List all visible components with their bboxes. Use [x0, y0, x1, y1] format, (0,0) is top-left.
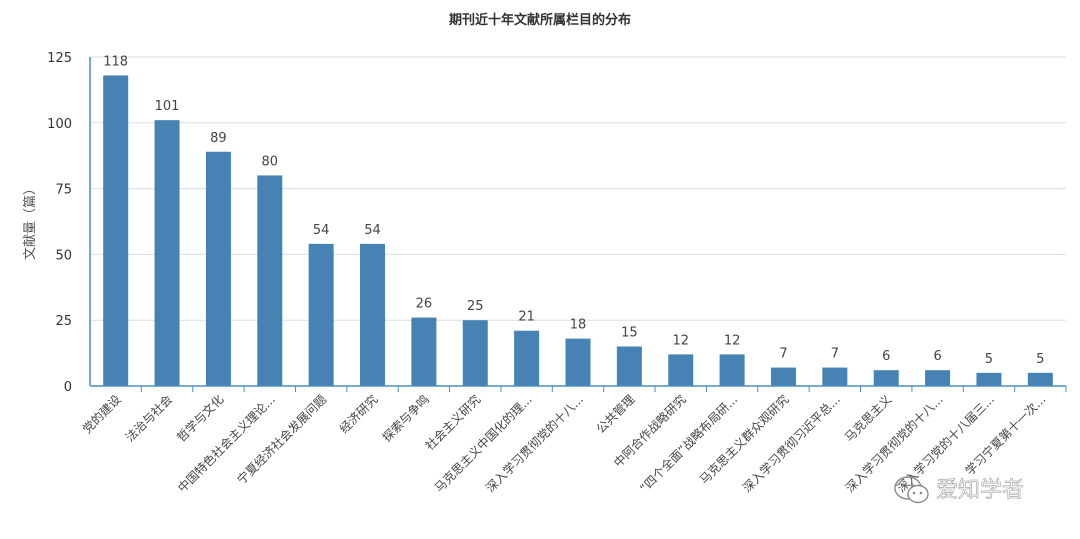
x-tick-label: 探索与争鸣	[379, 392, 432, 445]
y-axis-ticks: 0 25 50 75 100 125	[47, 51, 72, 395]
bar	[411, 317, 437, 386]
data-label: 12	[724, 333, 741, 348]
data-label: 25	[467, 299, 484, 314]
data-label: 118	[103, 54, 128, 69]
wechat-icon	[894, 476, 929, 504]
data-label: 7	[779, 347, 787, 362]
x-tick-label: 马克思主义中国化的理...	[431, 392, 535, 496]
bar	[360, 243, 386, 386]
x-tick-label: 经济研究	[336, 392, 381, 437]
x-tick-label: “四个全面”战略布局研...	[636, 392, 740, 496]
data-label: 6	[933, 349, 941, 364]
data-label: 7	[831, 347, 839, 362]
data-label: 15	[621, 326, 638, 341]
y-tick-label: 100	[47, 117, 72, 132]
data-label: 5	[985, 352, 993, 367]
bar	[462, 320, 488, 386]
bar	[514, 330, 540, 386]
bar	[719, 354, 745, 386]
data-label: 26	[416, 297, 433, 312]
y-tick-label: 125	[47, 51, 72, 66]
bar	[154, 120, 180, 386]
y-tick-label: 0	[64, 380, 72, 395]
data-label: 21	[518, 310, 535, 325]
x-tick-label: 宁夏经济社会发展问题	[234, 392, 329, 487]
y-axis-label: 文献量（篇）	[23, 182, 38, 260]
chart-title: 期刊近十年文献所属栏目的分布	[449, 12, 631, 28]
bar	[925, 370, 951, 386]
bar	[103, 75, 129, 386]
bar	[873, 370, 899, 386]
data-label: 54	[364, 223, 381, 238]
x-tick-label: 马克思主义	[842, 392, 894, 444]
bar	[770, 367, 796, 386]
bar	[257, 175, 283, 386]
bar	[308, 243, 334, 386]
data-label: 89	[210, 131, 227, 146]
y-tick-label: 75	[55, 183, 72, 198]
bars	[103, 75, 1053, 386]
data-label: 5	[1036, 352, 1044, 367]
x-tick-label: 深入学习贯彻党的十八...	[483, 392, 587, 496]
data-labels: 118 101 89 80 54 54 26 25 21 18 15 12 12 7 7 6 6 5 5	[103, 54, 1044, 366]
x-tick-label: 党的建设	[79, 392, 124, 437]
bar	[822, 367, 848, 386]
x-tick-label: 哲学与文化	[173, 392, 226, 445]
data-label: 18	[570, 318, 587, 333]
bar	[205, 151, 231, 386]
grid-lines	[90, 56, 1066, 321]
bar	[565, 338, 591, 386]
watermark: 爱知学者	[894, 476, 1024, 504]
x-tick-label: 中国特色社会主义理论...	[174, 392, 278, 496]
data-label: 101	[155, 99, 180, 114]
y-tick-label: 50	[55, 248, 72, 263]
bar	[1027, 372, 1053, 386]
data-label: 12	[672, 333, 689, 348]
x-tick-label: 马克思主义群众观研究	[696, 392, 791, 487]
bar	[668, 354, 694, 386]
x-tick-label: 公共管理	[593, 392, 638, 437]
x-tick-label: 深入学习贯彻习近平总...	[739, 392, 843, 496]
data-label: 80	[262, 154, 279, 169]
y-tick-label: 25	[55, 314, 72, 329]
bar	[976, 372, 1002, 386]
data-label: 54	[313, 223, 330, 238]
bar	[616, 346, 642, 386]
x-tick-label: 深入学习贯彻党的十八...	[842, 392, 946, 496]
data-label: 6	[882, 349, 890, 364]
watermark-text: 爱知学者	[936, 478, 1024, 503]
x-tick-label: 法治与社会	[122, 392, 175, 445]
